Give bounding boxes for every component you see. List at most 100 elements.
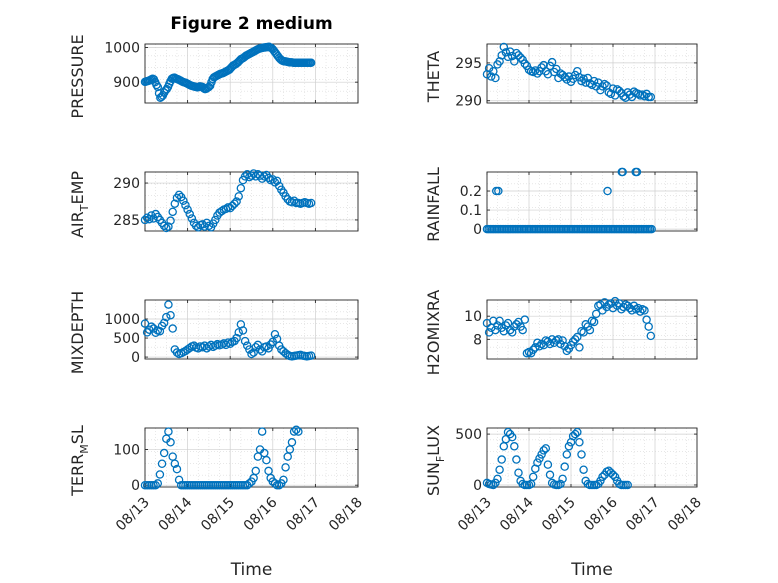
data-point — [306, 351, 316, 360]
data-point — [619, 302, 628, 312]
series-8 — [482, 427, 632, 490]
data-point — [606, 89, 616, 99]
data-point — [646, 331, 656, 341]
data-point — [541, 444, 551, 453]
y-tick-label: 1000 — [104, 312, 140, 328]
data-point — [514, 468, 523, 478]
y-axis-label: RAINFALL — [424, 167, 443, 242]
x-tick-label: 08/14 — [497, 494, 537, 534]
series-5 — [140, 300, 316, 361]
chart-title: Figure 2 medium — [170, 14, 332, 34]
data-point — [618, 167, 627, 177]
data-point — [625, 303, 635, 313]
data-point — [589, 317, 599, 327]
data-point — [562, 450, 572, 459]
data-point — [636, 307, 645, 316]
data-point — [575, 437, 584, 447]
data-point — [219, 339, 229, 348]
data-point — [306, 198, 316, 208]
data-point — [491, 478, 500, 488]
x-tick-label: 08/18 — [665, 495, 705, 535]
data-point — [629, 87, 639, 96]
data-point — [238, 326, 248, 335]
data-point — [287, 438, 297, 447]
data-point — [499, 326, 509, 336]
data-point — [554, 335, 563, 344]
data-point — [204, 82, 214, 92]
axes-box — [486, 427, 698, 488]
y-tick-label: 10 — [464, 309, 482, 325]
axes-box — [486, 43, 698, 104]
data-point — [232, 197, 241, 206]
data-point — [495, 465, 504, 474]
data-point — [247, 349, 256, 359]
data-point — [257, 427, 267, 436]
axes-box — [144, 43, 359, 104]
data-point — [501, 321, 511, 330]
data-point — [211, 341, 220, 350]
data-point — [225, 339, 235, 349]
data-point — [162, 84, 171, 94]
subplot-1: 900 1000 PRESSURE Figure 2 medium — [68, 14, 359, 119]
series-6 — [482, 296, 656, 358]
y-tick-label: 295 — [455, 56, 482, 72]
x-tick-label: 08/13 — [113, 495, 153, 535]
data-point — [535, 454, 544, 463]
data-point — [152, 80, 161, 90]
data-point — [211, 215, 220, 225]
data-point — [503, 52, 513, 62]
series-2 — [482, 42, 656, 102]
data-point — [140, 215, 150, 225]
data-point — [281, 463, 290, 472]
x-axis-label: Time — [230, 560, 273, 580]
data-point — [264, 173, 273, 183]
subplot-3: 285 290 AIRTEMP — [68, 169, 359, 238]
data-point — [142, 213, 152, 222]
data-point — [632, 167, 642, 177]
y-tick-label: 0 — [473, 478, 482, 494]
y-axis-label: TERRMSL — [68, 425, 91, 497]
data-point — [608, 470, 618, 480]
data-point — [528, 345, 538, 354]
data-point — [524, 65, 534, 74]
data-point — [516, 53, 525, 62]
series-3 — [140, 169, 316, 233]
data-point — [591, 309, 601, 319]
data-point — [155, 470, 165, 479]
y-axis-label: MIXDEPTH — [68, 291, 87, 374]
data-point — [539, 446, 548, 455]
data-point — [270, 330, 280, 339]
data-point — [151, 328, 160, 337]
data-point — [610, 296, 620, 306]
data-point — [486, 72, 496, 81]
data-point — [646, 92, 656, 102]
data-point — [279, 475, 288, 485]
data-point — [489, 316, 498, 326]
data-point — [573, 427, 582, 437]
data-point — [558, 474, 567, 484]
data-point — [564, 442, 574, 451]
data-point — [157, 459, 167, 469]
data-point — [168, 324, 177, 333]
data-point — [647, 224, 656, 234]
data-point — [512, 48, 521, 58]
data-point — [204, 342, 214, 351]
data-point — [168, 207, 177, 217]
data-point — [547, 57, 557, 67]
data-point — [556, 479, 565, 489]
data-point — [230, 199, 239, 208]
series-1 — [140, 42, 316, 103]
y-tick-label: 0.1 — [460, 203, 482, 219]
data-point — [507, 328, 517, 337]
subplot-8: 0 500 SUNFLUX 08/13 08/14 08/15 08/16 08/17 08/1… — [424, 425, 705, 580]
y-axis-label: THETA — [424, 51, 443, 103]
data-point — [181, 200, 190, 210]
data-point — [570, 429, 580, 439]
data-point — [528, 67, 538, 77]
data-point — [623, 301, 632, 311]
data-point — [236, 183, 246, 193]
data-point — [251, 466, 261, 476]
data-point — [558, 336, 567, 345]
data-point — [494, 186, 503, 196]
